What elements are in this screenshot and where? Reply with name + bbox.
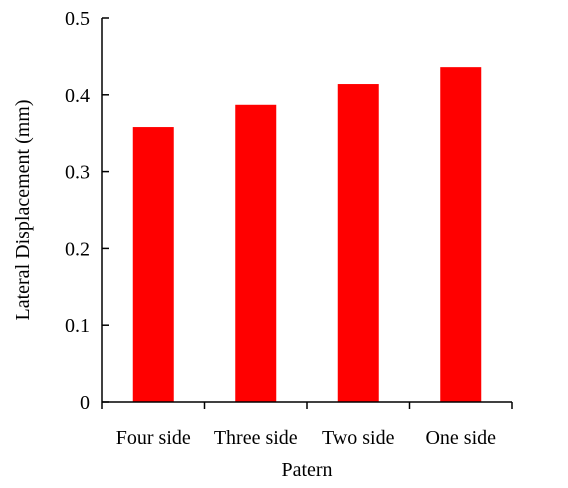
y-tick-label: 0.4 — [65, 85, 90, 107]
x-tick-label: Two side — [322, 427, 395, 449]
x-ticks-group: Four side Three side Two side One side — [101, 402, 513, 449]
bar-two-side — [337, 84, 379, 403]
x-tick-label: Three side — [214, 427, 298, 449]
x-tick-label: Four side — [116, 427, 191, 449]
y-axis-title: Lateral Displacement (mm) — [12, 99, 34, 320]
y-tick-label: 0.3 — [65, 162, 90, 184]
bar-one-side — [440, 67, 482, 403]
y-tick-label: 0.5 — [65, 8, 90, 30]
bar-three-side — [235, 104, 277, 402]
x-axis-title: Patern — [281, 459, 332, 481]
y-tick-label: 0.1 — [65, 315, 90, 337]
bar-four-side — [132, 127, 174, 402]
y-tick-label: 0 — [80, 392, 90, 414]
y-tick-label: 0.2 — [65, 238, 90, 260]
y-ticks-group: 0 0.1 0.2 0.3 0.4 0.5 — [65, 8, 109, 414]
bars-group — [132, 67, 482, 403]
x-tick-label: One side — [425, 427, 496, 449]
